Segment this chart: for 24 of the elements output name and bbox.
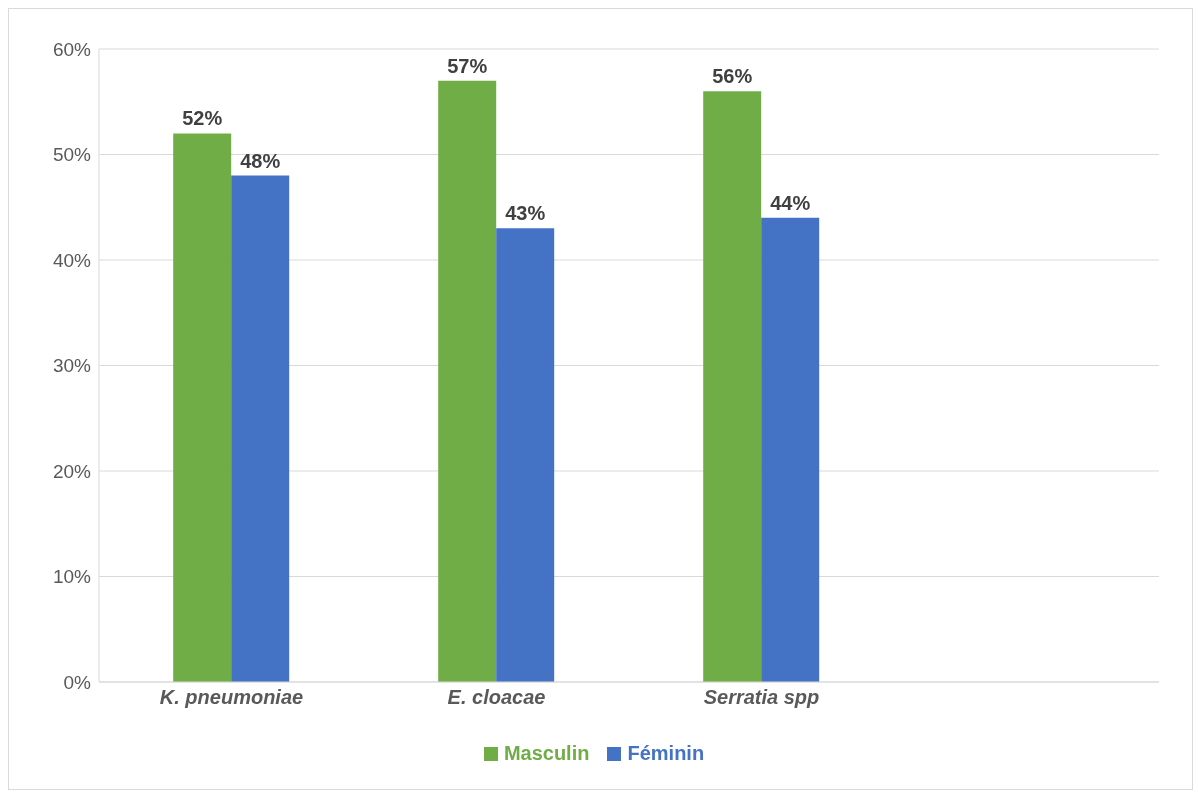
- x-tick-label: E. cloacae: [447, 686, 546, 709]
- bar: [173, 133, 232, 682]
- data-label: 43%: [505, 202, 546, 225]
- data-label: 56%: [712, 65, 753, 88]
- bar: [761, 217, 820, 682]
- y-tick-label: 50%: [52, 144, 92, 166]
- y-tick-label: 30%: [52, 355, 92, 377]
- y-tick-label: 0%: [63, 671, 92, 693]
- x-tick-label: K. pneumoniae: [159, 686, 304, 709]
- y-tick-label: 40%: [52, 249, 92, 271]
- bar: [496, 228, 555, 682]
- bar: [703, 91, 762, 682]
- legend-label: Féminin: [626, 742, 705, 765]
- data-label: 52%: [182, 107, 223, 130]
- y-tick-label: 20%: [52, 460, 92, 482]
- data-label: 48%: [240, 149, 281, 172]
- bar: [231, 175, 290, 682]
- bar: [438, 80, 497, 682]
- data-label: 44%: [770, 191, 811, 214]
- x-tick-label: Serratia spp: [703, 686, 820, 709]
- y-tick-label: 10%: [52, 566, 92, 588]
- legend-label: Masculin: [502, 742, 590, 765]
- y-tick-label: 60%: [52, 38, 92, 60]
- data-label: 57%: [447, 54, 488, 77]
